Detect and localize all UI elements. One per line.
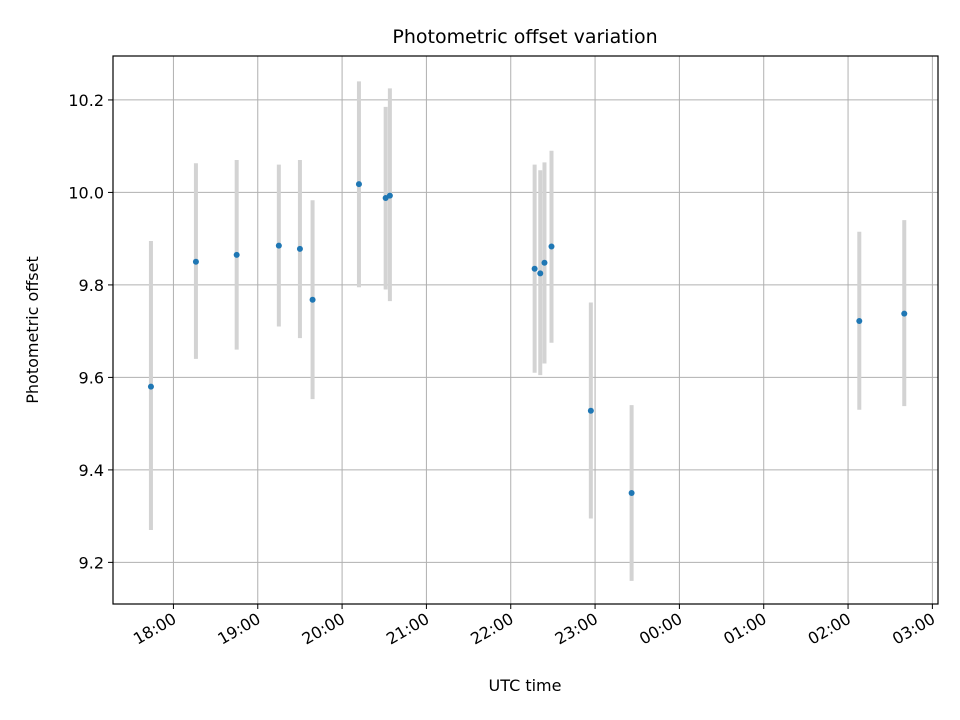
data-point: [355, 181, 362, 188]
y-tick-label: 10.0: [68, 183, 104, 202]
data-points: [147, 181, 908, 497]
data-point: [147, 383, 154, 390]
data-point: [531, 265, 538, 272]
y-axis-ticks: 9.2 9.4 9.6 9.8 10.0 10.2: [68, 91, 113, 572]
data-point: [192, 258, 199, 265]
y-tick-label: 9.4: [79, 461, 104, 480]
data-point: [541, 259, 548, 266]
data-point: [275, 242, 282, 249]
y-tick-label: 9.2: [79, 553, 104, 572]
y-axis-label: Photometric offset: [23, 256, 42, 404]
y-tick-label: 9.8: [79, 276, 104, 295]
data-point: [537, 270, 544, 277]
data-point: [587, 407, 594, 414]
data-point: [628, 490, 635, 497]
x-axis-label: UTC time: [489, 676, 562, 695]
data-point: [296, 245, 303, 252]
y-tick-label: 9.6: [79, 368, 104, 387]
plot-frame: [112, 55, 939, 605]
data-point: [386, 192, 393, 199]
data-point: [309, 296, 316, 303]
data-point: [856, 317, 863, 324]
data-point: [548, 243, 555, 250]
grid-lines: [113, 56, 938, 604]
chart-title: Photometric offset variation: [392, 26, 657, 48]
data-point: [233, 251, 240, 258]
y-tick-label: 10.2: [68, 91, 104, 110]
data-point: [901, 310, 908, 317]
